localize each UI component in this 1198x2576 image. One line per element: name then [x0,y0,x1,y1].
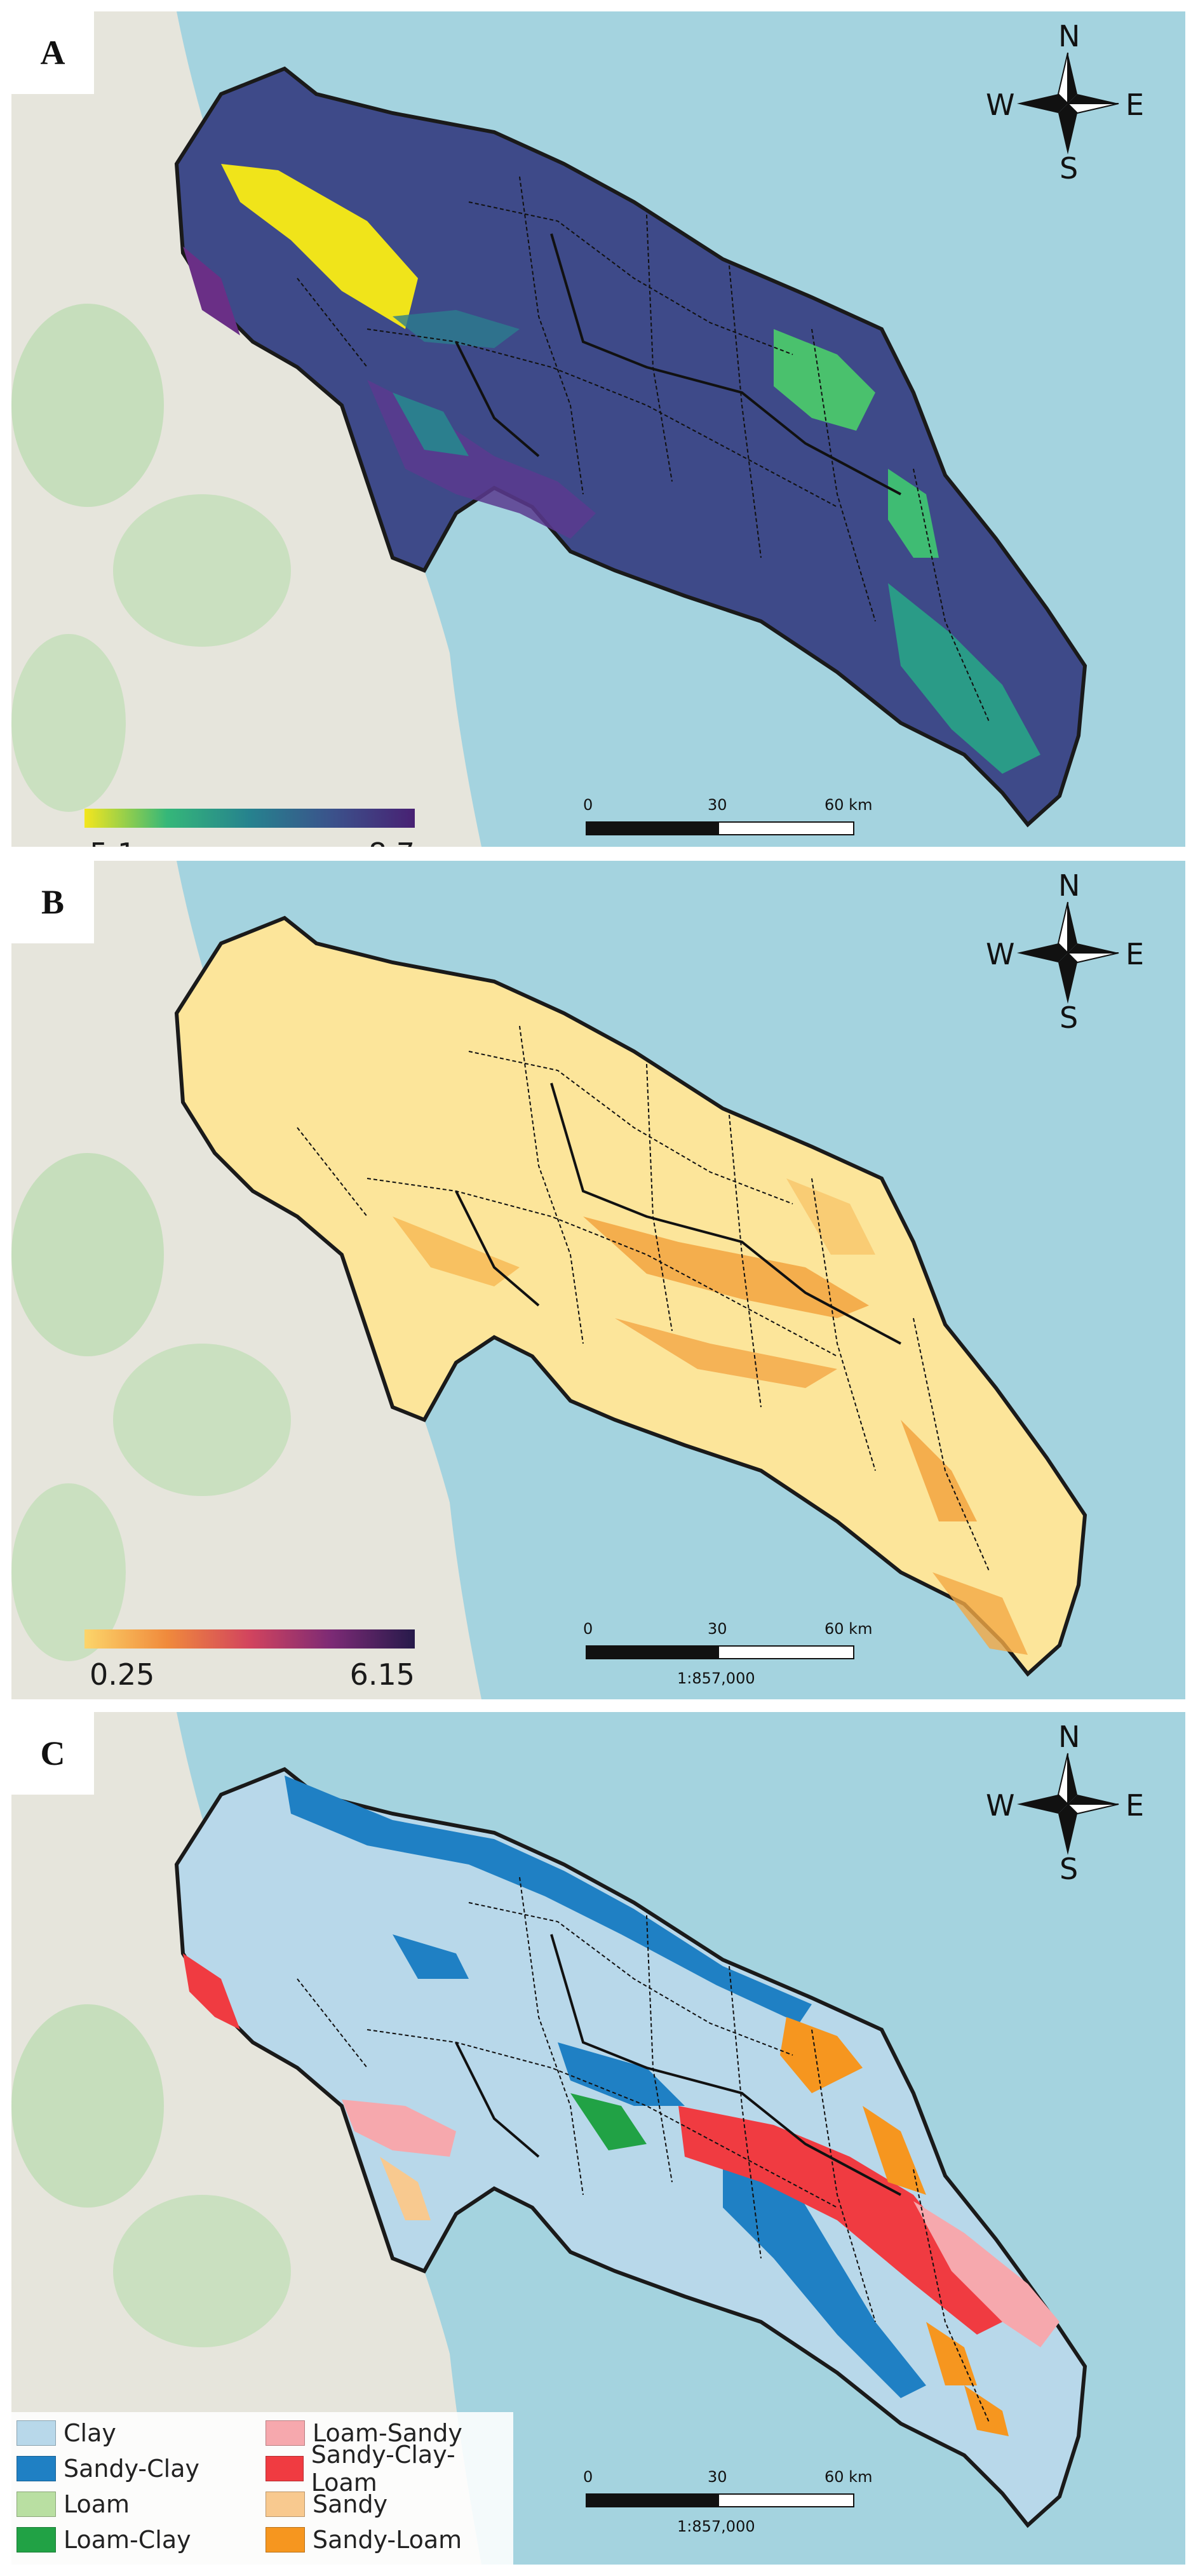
scalebar-a: 0 30 60 km 1:857,000 [583,796,882,847]
compass-w-label: W [986,88,1015,122]
compass-w-label: W [986,937,1015,971]
legend-swatch-loam [17,2492,56,2517]
colorbar-a: 5.1 8.7 [84,809,415,847]
legend-item-loam-sandy: Loam-Sandy [266,2417,462,2449]
compass-s-label: S [1060,1852,1079,1886]
legend-item-loam: Loam [17,2488,130,2520]
legend-swatch-clay [17,2420,56,2446]
legend-item-sandy: Sandy [266,2488,387,2520]
legend-label-loam-sandy: Loam-Sandy [313,2419,462,2447]
compass-n-label: N [1058,19,1080,53]
scale-bar-white [718,821,854,835]
legend-item-loam-clay: Loam-Clay [17,2524,191,2556]
scale-tick-30: 30 [708,2468,727,2486]
scale-tick-0: 0 [583,2468,593,2486]
scale-tick-60: 60 km [824,796,873,814]
compass-e-label: E [1126,1788,1145,1823]
colorbar-max-b: 6.15 [349,1657,415,1692]
map-panel-b: B N W E S 0.25 6.15 0 30 60 km 1:857,000 [11,861,1185,1699]
scale-bar-white [718,2493,854,2507]
north-arrow-c: N W E S [986,1720,1147,1886]
scale-ratio: 1:857,000 [677,1669,755,1687]
region-outline-b [174,915,1087,1677]
legend-swatch-sandy [266,2492,305,2517]
legend-label-loam-clay: Loam-Clay [64,2526,191,2554]
scale-tick-60: 60 km [824,2468,873,2486]
compass-rose-icon [1017,901,1119,1004]
legend-swatch-loam-sandy [266,2420,305,2446]
colorbar-max-a: 8.7 [368,837,415,847]
scale-bar-white [718,1645,854,1659]
scale-tick-30: 30 [708,796,727,814]
scale-tick-30: 30 [708,1620,727,1638]
scale-bar-black [586,1645,719,1659]
scale-tick-0: 0 [583,1620,593,1638]
panel-letter-c: C [11,1712,94,1795]
legend-label-clay: Clay [64,2419,116,2447]
legend-label-sandy: Sandy [313,2490,388,2518]
compass-rose-icon [1017,52,1119,154]
legend-swatch-loam-clay [17,2527,56,2552]
legend-label-loam: Loam [64,2490,130,2518]
legend-item-sandy-loam: Sandy-Loam [266,2524,462,2556]
scale-tick-0: 0 [583,796,593,814]
legend-label-sandy-loam: Sandy-Loam [313,2526,462,2554]
scalebar-b: 0 30 60 km 1:857,000 [583,1620,882,1696]
compass-n-label: N [1058,1720,1080,1754]
panel-letter-b: B [11,861,94,943]
map-panel-a: A N W E S 5.1 8.7 0 30 60 km 1:857,000 [11,11,1185,847]
scale-ratio: 1:857,000 [677,2518,755,2535]
legend-label-sandy-clay: Sandy-Clay [64,2455,200,2483]
north-arrow-a: N W E S [986,19,1147,185]
map-panel-c: C N W E S 0 30 60 km 1:857,000 Clay Sand… [11,1712,1185,2565]
compass-w-label: W [986,1788,1015,1823]
basemap-a [11,11,1087,847]
compass-s-label: S [1060,151,1079,185]
legend-swatch-sandy-clay [17,2456,56,2481]
compass-s-label: S [1060,1001,1079,1035]
colorbar-ramp-a [84,809,415,828]
colorbar-ramp-b [84,1629,415,1649]
basemap-c [11,1712,1087,2565]
scale-tick-60: 60 km [824,1620,873,1638]
compass-n-label: N [1058,868,1080,903]
compass-rose-icon [1017,1753,1119,1855]
region-outline-c [174,1767,1087,2528]
scale-bar-black [586,821,719,835]
colorbar-min-b: 0.25 [90,1657,155,1692]
legend-label-sandy-clay-loam: Sandy-Clay-Loam [311,2441,455,2497]
colorbar-min-a: 5.1 [90,837,136,847]
north-arrow-b: N W E S [986,868,1147,1035]
region-outline-a [174,66,1087,828]
compass-e-label: E [1126,937,1145,971]
soil-texture-legend: Clay Sandy-Clay Loam Loam-Clay Loam-Sand… [11,2412,513,2565]
legend-item-clay: Clay [17,2417,116,2449]
legend-item-sandy-clay-loam: Sandy-Clay-Loam [266,2441,513,2497]
panel-letter-a: A [11,11,94,94]
legend-swatch-sandy-loam [266,2527,305,2552]
colorbar-b: 0.25 6.15 [84,1629,415,1699]
scalebar-c: 0 30 60 km 1:857,000 [583,2468,882,2544]
basemap-b [11,861,1087,1699]
compass-e-label: E [1126,88,1145,122]
scale-bar-black [586,2493,719,2507]
legend-item-sandy-clay: Sandy-Clay [17,2453,199,2485]
legend-swatch-sandy-clay-loam [266,2456,304,2481]
scale-ratio: 1:857,000 [677,846,755,847]
